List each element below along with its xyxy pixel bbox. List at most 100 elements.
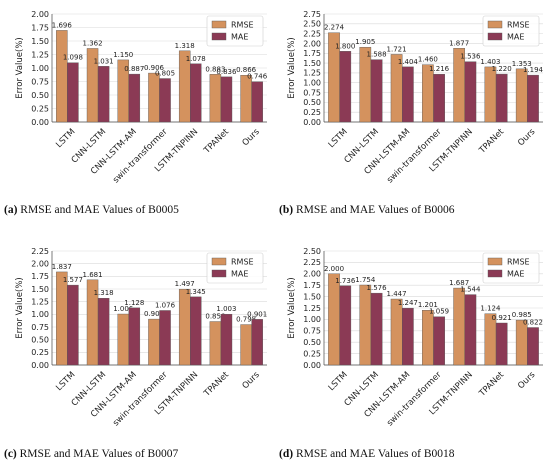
bar-mae [97, 66, 110, 123]
y-axis-label: Error Value(%) [15, 277, 25, 338]
bar-value-label: 0.906 [144, 310, 165, 318]
bar-value-label: 1.318 [175, 42, 195, 50]
y-tick-label: 1.75 [303, 281, 321, 290]
legend-swatch-mae [211, 32, 227, 41]
bar-mae [128, 73, 141, 123]
x-tick-label: swin-transformer [111, 127, 170, 186]
bar-rmse [328, 273, 340, 366]
bar-rmse [515, 68, 528, 123]
x-tick-label: swin-transformer [111, 370, 170, 429]
legend-label: RMSE [231, 258, 254, 267]
bar-value-label: 0.822 [523, 319, 543, 327]
caption-b: (b) RMSE and MAE Values of B0006 [279, 204, 455, 216]
y-tick-label: 0.50 [31, 335, 49, 344]
bar-value-label: 1.201 [418, 301, 438, 309]
y-tick-label: 2.00 [303, 39, 321, 48]
legend: RMSE MAE [482, 252, 540, 284]
legend: RMSE MAE [206, 15, 264, 47]
chart-panel-c: 0.00 0.25 0.50 0.75 1.00 1.25 1.50 1.75 2.00 2.25… [15, 247, 267, 429]
caption-c: (c) RMSE and MAE Values of B0007 [4, 448, 179, 460]
y-tick-label: 1.50 [303, 59, 321, 68]
x-tick-label: LSTM [54, 127, 77, 150]
bar-value-label: 1.124 [480, 305, 501, 313]
y-tick-label: 1.25 [303, 304, 321, 313]
y-tick-label: 0.00 [31, 361, 49, 370]
x-tick-label: Ours [240, 127, 262, 149]
bar-rmse [422, 310, 434, 366]
bar-value-label: 0.836 [216, 68, 237, 76]
bar-rmse [515, 319, 528, 366]
y-tick-label: 1.50 [31, 37, 49, 46]
y-tick-label: 0.75 [31, 323, 49, 332]
bar-value-label: 1.576 [367, 284, 388, 292]
y-tick-label: 1.75 [31, 272, 49, 281]
legend-swatch-mae [487, 32, 503, 41]
bar-value-label: 1.404 [398, 58, 419, 66]
y-tick-label: 2.50 [303, 247, 321, 256]
bar-value-label: 1.800 [335, 42, 355, 50]
bar-mae [464, 61, 477, 123]
bar-mae [402, 66, 414, 123]
bar-rmse [484, 66, 497, 123]
y-tick-label: 0.00 [303, 118, 321, 127]
bar-mae [433, 74, 445, 123]
bar-mae [495, 73, 508, 123]
bar-value-label: 1.403 [480, 58, 500, 66]
bar-value-label: 0.858 [205, 313, 225, 321]
bar-value-label: 1.681 [83, 271, 103, 279]
bar-value-label: 1.544 [460, 286, 481, 294]
y-tick-label: 2.00 [31, 10, 49, 19]
bar-rmse [148, 72, 160, 123]
bar-mae [433, 316, 445, 366]
bar-value-label: 1.696 [52, 21, 73, 29]
bar-value-label: 1.216 [429, 65, 450, 73]
y-tick-label: 2.25 [31, 247, 49, 256]
legend-label: MAE [231, 270, 248, 279]
bar-rmse [422, 64, 434, 123]
bar-mae [220, 313, 233, 366]
bar-mae [97, 298, 110, 366]
legend-swatch-mae [211, 269, 227, 278]
y-tick-label: 0.75 [303, 327, 321, 336]
x-tick-label: swin-transformer [385, 127, 444, 186]
y-tick-label: 0.25 [31, 104, 49, 113]
y-tick-label: 0.00 [31, 118, 49, 127]
legend-label: RMSE [231, 21, 254, 30]
bar-value-label: 1.031 [94, 57, 114, 65]
legend: RMSE MAE [206, 252, 264, 284]
legend-swatch-rmse [211, 257, 227, 266]
bar-rmse [56, 271, 68, 366]
bar-rmse [117, 313, 129, 366]
bar-rmse [453, 287, 465, 366]
y-tick-label: 2.25 [303, 258, 321, 267]
y-tick-label: 2.25 [303, 29, 321, 38]
bar-value-label: 0.746 [247, 73, 268, 81]
bar-mae [67, 62, 79, 123]
bar-rmse [148, 318, 160, 366]
bar-value-label: 1.877 [449, 39, 469, 47]
bar-value-label: 1.754 [355, 276, 376, 284]
bar-value-label: 1.721 [387, 45, 407, 53]
y-tick-label: 0.75 [31, 77, 49, 86]
bar-rmse [240, 324, 252, 366]
bar-rmse [209, 321, 222, 366]
y-axis-label: Error Value(%) [15, 37, 25, 98]
bar-rmse [209, 74, 222, 123]
bar-value-label: 1.076 [155, 301, 176, 309]
bar-mae [128, 307, 141, 366]
x-tick-label: LSTM [327, 370, 350, 393]
legend-label: RMSE [507, 21, 530, 30]
bar-value-label: 1.588 [367, 51, 387, 59]
chart-panel-b: 0.000.250.500.751.001.251.501.752.002.25… [287, 10, 544, 186]
bar-mae [527, 74, 539, 123]
bar-mae [370, 292, 383, 366]
bar-mae [527, 327, 539, 366]
bar-value-label: 0.883 [205, 65, 225, 73]
legend-swatch-rmse [487, 257, 503, 266]
x-tick-label: Ours [516, 127, 538, 149]
y-tick-label: 2.75 [303, 10, 321, 19]
bar-value-label: 2.274 [324, 24, 345, 32]
bar-value-label: 1.247 [398, 299, 418, 307]
x-tick-label: TPANet [202, 127, 232, 157]
chart-panel-a: 0.00 0.25 0.50 0.75 1.00 1.25 1.50 1.75 2.00 Erro… [15, 10, 268, 186]
